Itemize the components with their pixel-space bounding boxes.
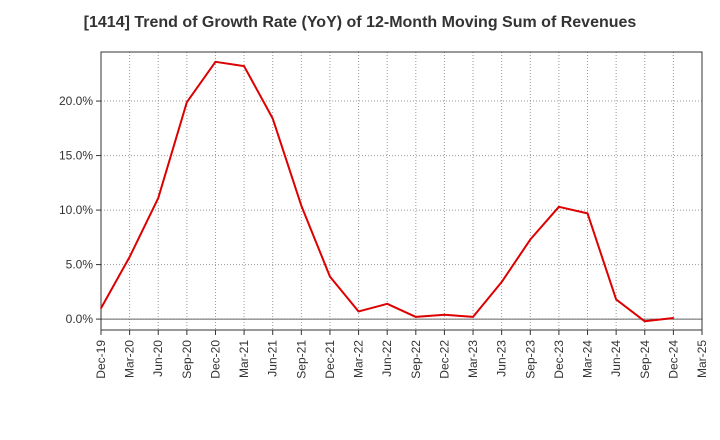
data-point xyxy=(415,316,417,318)
plot-border xyxy=(100,51,703,331)
data-point xyxy=(300,204,303,207)
data-point xyxy=(186,101,188,103)
axes xyxy=(96,51,703,335)
x-tick-label: Sep-23 xyxy=(523,340,537,379)
y-tick-label: 10.0% xyxy=(59,203,93,217)
y-tick-label: 5.0% xyxy=(66,258,94,272)
data-point xyxy=(500,281,503,283)
data-point xyxy=(243,65,245,67)
x-tick-label: Sep-22 xyxy=(409,340,423,379)
x-tick-label: Mar-20 xyxy=(123,340,137,378)
plot-area xyxy=(101,52,702,330)
data-point xyxy=(357,310,360,313)
x-tick-label: Mar-24 xyxy=(581,340,595,378)
series-lines xyxy=(100,60,675,323)
x-tick-label: Dec-21 xyxy=(323,340,337,379)
x-tick-label: Sep-24 xyxy=(638,340,652,379)
data-point xyxy=(214,61,217,63)
y-tick-labels: 0.0% 5.0% 10.0% 15.0% 20.0% xyxy=(59,94,93,326)
x-tick-label: Dec-20 xyxy=(208,340,222,379)
data-point xyxy=(615,298,617,301)
x-tick-label: Jun-22 xyxy=(380,340,394,377)
x-tick-labels: Dec-19 Mar-20 Jun-20 Sep-20 Dec-20 Mar-21 Jun-… xyxy=(94,340,709,379)
data-point xyxy=(386,303,388,305)
data-point xyxy=(472,316,474,318)
y-tick-label: 15.0% xyxy=(59,149,93,163)
x-tick-label: Dec-24 xyxy=(666,340,680,379)
data-point xyxy=(443,313,446,316)
x-tick-label: Jun-23 xyxy=(495,340,509,377)
x-tick-label: Sep-20 xyxy=(180,340,194,379)
x-tick-label: Dec-22 xyxy=(437,340,451,379)
data-point xyxy=(329,275,331,278)
x-tick-label: Jun-20 xyxy=(151,340,165,377)
x-tick-label: Mar-23 xyxy=(466,340,480,378)
chart-title: [1414] Trend of Growth Rate (YoY) of 12-… xyxy=(83,14,637,31)
data-point xyxy=(128,256,131,258)
y-tick-label: 20.0% xyxy=(59,94,93,108)
data-point xyxy=(586,212,589,215)
data-point xyxy=(643,320,646,323)
x-tick-label: Jun-21 xyxy=(266,340,280,377)
x-tick-label: Dec-23 xyxy=(552,340,566,379)
x-tick-label: Mar-21 xyxy=(237,340,251,378)
x-tick-label: Mar-25 xyxy=(695,340,709,378)
x-tick-label: Sep-21 xyxy=(294,340,308,379)
data-point xyxy=(100,307,102,309)
data-point xyxy=(672,317,675,319)
x-tick-label: Dec-19 xyxy=(94,340,108,379)
data-point xyxy=(157,197,160,199)
data-point xyxy=(558,206,560,208)
x-tick-label: Jun-24 xyxy=(609,340,623,377)
grid-lines xyxy=(100,52,703,330)
x-tick-label: Mar-22 xyxy=(352,340,366,378)
data-point xyxy=(529,238,532,241)
y-tick-label: 0.0% xyxy=(66,312,94,326)
data-point xyxy=(271,117,274,120)
